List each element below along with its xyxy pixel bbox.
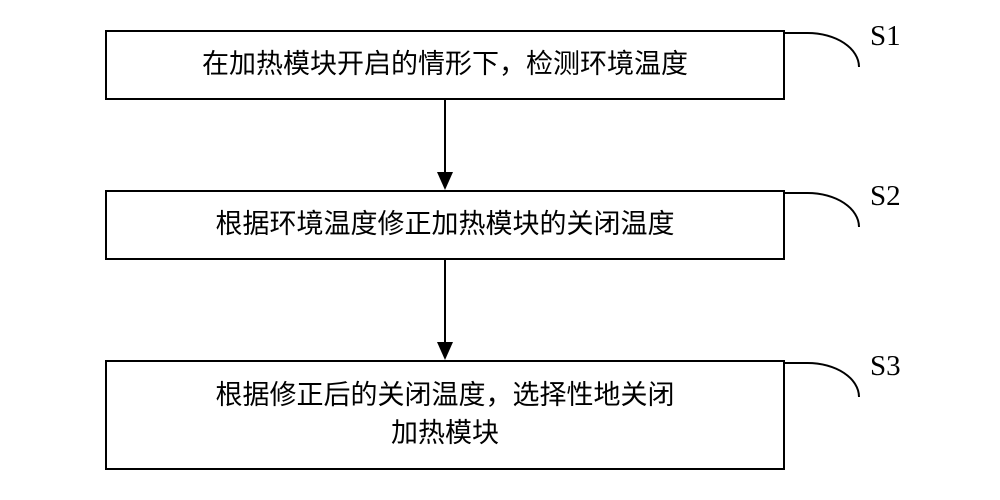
flowchart-canvas: 在加热模块开启的情形下，检测环境温度 S1 根据环境温度修正加热模块的关闭温度 …	[0, 0, 1000, 500]
flow-node-s3: 根据修正后的关闭温度，选择性地关闭 加热模块	[105, 360, 785, 470]
leader-s2	[785, 192, 860, 227]
flow-node-s3-text: 根据修正后的关闭温度，选择性地关闭 加热模块	[216, 377, 675, 453]
arrow-s1-s2	[437, 100, 453, 190]
flow-node-s2: 根据环境温度修正加热模块的关闭温度	[105, 190, 785, 260]
leader-s1	[785, 32, 860, 67]
step-label-s3: S3	[870, 350, 901, 383]
leader-s3	[785, 362, 860, 397]
flow-node-s1-text: 在加热模块开启的情形下，检测环境温度	[202, 46, 688, 84]
flow-node-s2-text: 根据环境温度修正加热模块的关闭温度	[216, 206, 675, 244]
arrow-s2-s3	[437, 260, 453, 360]
step-label-s2: S2	[870, 180, 901, 213]
flow-node-s1: 在加热模块开启的情形下，检测环境温度	[105, 30, 785, 100]
step-label-s1: S1	[870, 20, 901, 53]
